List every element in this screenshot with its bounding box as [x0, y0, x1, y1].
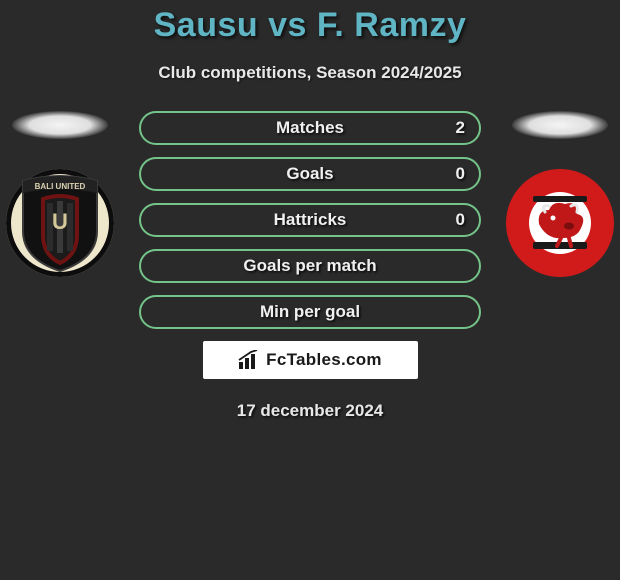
fctables-badge[interactable]: FcTables.com [203, 341, 418, 379]
stat-row-goals-per-match: Goals per match [139, 249, 481, 283]
player-photo-placeholder-left [12, 111, 108, 139]
left-club-crest: BALI UNITED U [6, 169, 114, 277]
right-club-crest [506, 169, 614, 277]
stat-right-value: 0 [456, 210, 465, 230]
stat-row-min-per-goal: Min per goal [139, 295, 481, 329]
madura-united-crest-icon [517, 180, 603, 266]
stat-right-value: 0 [456, 164, 465, 184]
player-photo-placeholder-right [512, 111, 608, 139]
date-text: 17 december 2024 [0, 401, 620, 421]
stat-right-value: 2 [456, 118, 465, 138]
svg-text:U: U [52, 209, 68, 234]
stats-bars: Matches 2 Goals 0 Hattricks 0 Goals per … [139, 111, 481, 329]
stat-row-goals: Goals 0 [139, 157, 481, 191]
page-title: Sausu vs F. Ramzy [0, 6, 620, 45]
stat-label: Goals [286, 164, 333, 184]
stat-label: Matches [276, 118, 344, 138]
stat-label: Hattricks [274, 210, 347, 230]
stat-label: Goals per match [243, 256, 376, 276]
bar-chart-icon [238, 350, 260, 370]
subtitle: Club competitions, Season 2024/2025 [0, 63, 620, 83]
svg-text:BALI UNITED: BALI UNITED [35, 182, 86, 191]
right-player-column [500, 111, 620, 277]
bali-united-crest-icon: BALI UNITED U [17, 173, 103, 273]
fctables-badge-text: FcTables.com [266, 350, 382, 370]
stat-label: Min per goal [260, 302, 360, 322]
stat-row-matches: Matches 2 [139, 111, 481, 145]
left-player-column: BALI UNITED U [0, 111, 120, 277]
stat-row-hattricks: Hattricks 0 [139, 203, 481, 237]
